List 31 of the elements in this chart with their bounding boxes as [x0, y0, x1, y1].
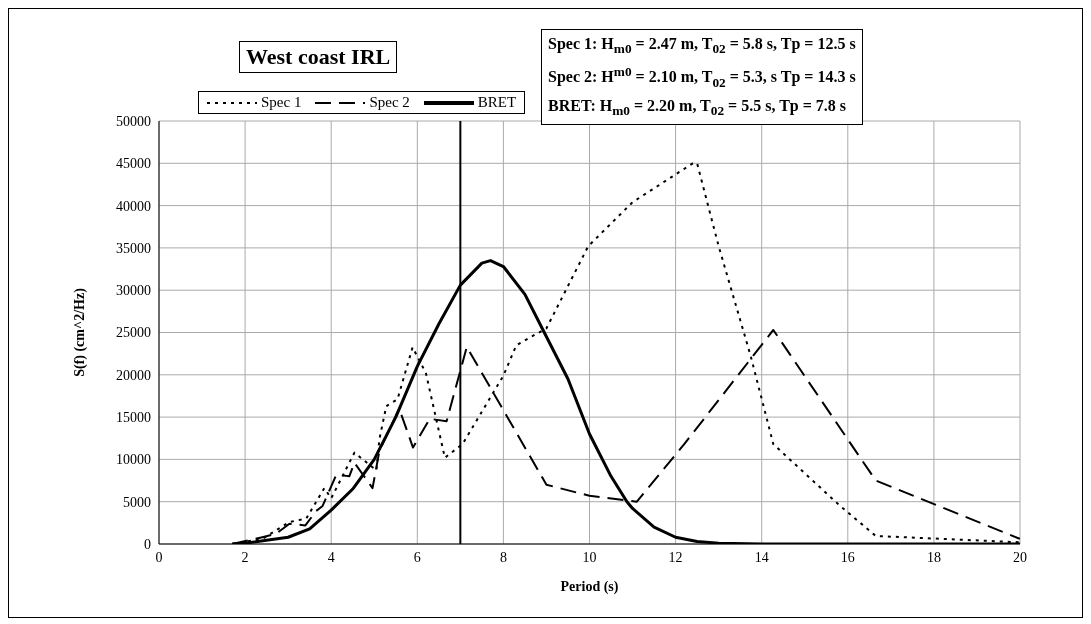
y-tick-label: 45000: [116, 156, 151, 172]
x-tick-label: 8: [499, 549, 507, 565]
y-tick-label: 15000: [116, 410, 151, 426]
x-tick-label: 12: [668, 549, 683, 565]
text: Spec 2: H$^{m0}$ = 2.10 m, T$_{02}$ = 5.3, s Tp = 14.3 s: [548, 63, 856, 92]
legend-label: Spec 2: [369, 94, 410, 111]
y-tick-label: 0: [144, 536, 151, 552]
text: BRET: H$_{m0}$ = 2.20 m, T$_{02}$ = 5.5 s, Tp = 7.8 s: [548, 95, 848, 120]
x-axis-title: Period (s): [560, 579, 619, 595]
x-tick-label: 18: [926, 549, 941, 565]
text: Spec 1: H$_{m0}$ = 2.47 m, T$_{02}$ = 5.8 s, Tp = 12.5 s: [548, 34, 856, 59]
y-tick-label: 25000: [116, 325, 151, 341]
x-tick-label: 20: [1013, 549, 1027, 565]
x-tick-label: 6: [413, 549, 421, 565]
y-tick-label: 35000: [116, 240, 151, 256]
x-tick-label: 10: [582, 549, 597, 565]
y-tick-label: 50000: [116, 113, 151, 129]
y-tick-label: 30000: [116, 283, 151, 299]
y-tick-label: 40000: [116, 198, 151, 214]
x-tick-label: 4: [327, 549, 335, 565]
y-axis-title: S(f) (cm^2/Hz): [71, 287, 88, 377]
x-tick-label: 2: [241, 549, 249, 565]
chart-title: West coast IRL: [239, 41, 398, 73]
legend-label: BRET: [477, 94, 517, 111]
legend-label: Spec 1: [261, 94, 302, 111]
y-tick-label: 10000: [116, 452, 151, 468]
x-tick-label: 0: [155, 549, 163, 565]
y-tick-label: 20000: [116, 367, 151, 383]
x-tick-label: 14: [754, 549, 769, 565]
x-tick-label: 16: [840, 549, 855, 565]
y-tick-label: 5000: [123, 494, 151, 510]
